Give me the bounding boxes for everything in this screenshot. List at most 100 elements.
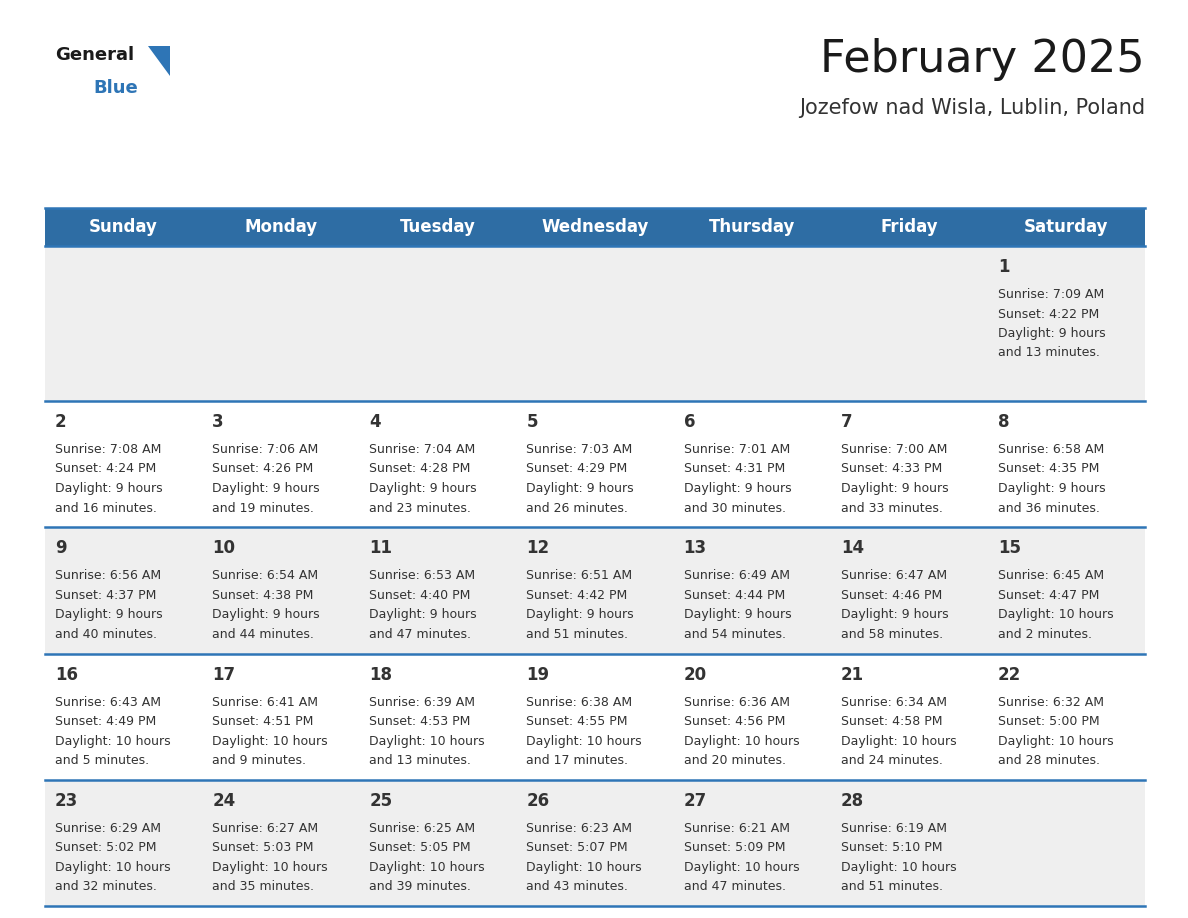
Bar	[45, 654, 202, 779]
Text: and 35 minutes.: and 35 minutes.	[213, 880, 314, 893]
Text: and 58 minutes.: and 58 minutes.	[841, 628, 943, 641]
Text: Friday: Friday	[880, 218, 939, 236]
Bar	[45, 779, 202, 906]
Text: 8: 8	[998, 413, 1010, 431]
Text: 12: 12	[526, 539, 550, 557]
Text: and 19 minutes.: and 19 minutes.	[213, 501, 314, 514]
Text: Sunrise: 6:29 AM: Sunrise: 6:29 AM	[55, 822, 162, 834]
Text: Tuesday: Tuesday	[400, 218, 476, 236]
Text: Sunrise: 7:03 AM: Sunrise: 7:03 AM	[526, 443, 633, 456]
Text: General: General	[55, 46, 134, 64]
Text: Sunrise: 6:56 AM: Sunrise: 6:56 AM	[55, 569, 162, 582]
Text: Sunset: 4:26 PM: Sunset: 4:26 PM	[213, 463, 314, 476]
Bar	[517, 527, 674, 654]
Bar	[517, 401, 674, 527]
Text: Sunset: 4:33 PM: Sunset: 4:33 PM	[841, 463, 942, 476]
Text: Daylight: 9 hours: Daylight: 9 hours	[55, 482, 163, 495]
Text: Sunset: 4:31 PM: Sunset: 4:31 PM	[683, 463, 785, 476]
Text: Sunrise: 7:00 AM: Sunrise: 7:00 AM	[841, 443, 947, 456]
Text: 21: 21	[841, 666, 864, 684]
Text: 20: 20	[683, 666, 707, 684]
Text: Sunrise: 7:01 AM: Sunrise: 7:01 AM	[683, 443, 790, 456]
Text: 22: 22	[998, 666, 1022, 684]
Text: Sunrise: 6:58 AM: Sunrise: 6:58 AM	[998, 443, 1104, 456]
Text: Daylight: 10 hours: Daylight: 10 hours	[998, 734, 1113, 747]
Bar	[359, 527, 517, 654]
Bar	[988, 779, 1145, 906]
Text: Sunrise: 6:51 AM: Sunrise: 6:51 AM	[526, 569, 632, 582]
Text: February 2025: February 2025	[821, 38, 1145, 81]
Text: Sunset: 4:38 PM: Sunset: 4:38 PM	[213, 588, 314, 602]
Text: 19: 19	[526, 666, 550, 684]
Bar	[517, 654, 674, 779]
Bar	[988, 654, 1145, 779]
Bar	[359, 401, 517, 527]
Text: 15: 15	[998, 539, 1020, 557]
Text: and 30 minutes.: and 30 minutes.	[683, 501, 785, 514]
Bar	[45, 401, 202, 527]
Text: 9: 9	[55, 539, 67, 557]
Text: Sunset: 4:22 PM: Sunset: 4:22 PM	[998, 308, 1099, 320]
Text: Daylight: 9 hours: Daylight: 9 hours	[526, 482, 634, 495]
Text: Sunset: 5:00 PM: Sunset: 5:00 PM	[998, 715, 1099, 728]
Text: and 44 minutes.: and 44 minutes.	[213, 628, 314, 641]
Text: and 13 minutes.: and 13 minutes.	[998, 346, 1100, 360]
Text: Daylight: 9 hours: Daylight: 9 hours	[369, 482, 476, 495]
Text: Sunset: 4:37 PM: Sunset: 4:37 PM	[55, 588, 157, 602]
Text: 18: 18	[369, 666, 392, 684]
Text: and 2 minutes.: and 2 minutes.	[998, 628, 1092, 641]
Text: Sunrise: 6:34 AM: Sunrise: 6:34 AM	[841, 696, 947, 709]
Text: Sunset: 4:53 PM: Sunset: 4:53 PM	[369, 715, 470, 728]
Text: and 13 minutes.: and 13 minutes.	[369, 754, 472, 767]
Text: 23: 23	[55, 791, 78, 810]
Text: 17: 17	[213, 666, 235, 684]
Bar	[517, 779, 674, 906]
Text: Daylight: 10 hours: Daylight: 10 hours	[55, 734, 171, 747]
Bar	[830, 527, 988, 654]
Text: Daylight: 9 hours: Daylight: 9 hours	[998, 482, 1106, 495]
Bar	[202, 401, 359, 527]
Bar	[988, 527, 1145, 654]
Text: Sunrise: 6:53 AM: Sunrise: 6:53 AM	[369, 569, 475, 582]
Text: Sunset: 4:35 PM: Sunset: 4:35 PM	[998, 463, 1099, 476]
Text: Sunrise: 7:09 AM: Sunrise: 7:09 AM	[998, 288, 1104, 301]
Text: and 54 minutes.: and 54 minutes.	[683, 628, 785, 641]
Text: 27: 27	[683, 791, 707, 810]
Bar	[830, 246, 988, 401]
Bar	[830, 654, 988, 779]
Text: Sunrise: 6:21 AM: Sunrise: 6:21 AM	[683, 822, 790, 834]
Text: and 24 minutes.: and 24 minutes.	[841, 754, 942, 767]
Text: 4: 4	[369, 413, 381, 431]
Text: and 47 minutes.: and 47 minutes.	[683, 880, 785, 893]
Text: Sunrise: 6:27 AM: Sunrise: 6:27 AM	[213, 822, 318, 834]
Text: and 20 minutes.: and 20 minutes.	[683, 754, 785, 767]
Text: Sunset: 4:56 PM: Sunset: 4:56 PM	[683, 715, 785, 728]
Bar	[988, 401, 1145, 527]
Text: Daylight: 9 hours: Daylight: 9 hours	[683, 482, 791, 495]
Text: Daylight: 10 hours: Daylight: 10 hours	[683, 861, 800, 874]
Text: Sunset: 4:55 PM: Sunset: 4:55 PM	[526, 715, 628, 728]
Bar	[674, 246, 830, 401]
Text: Jozefow nad Wisla, Lublin, Poland: Jozefow nad Wisla, Lublin, Poland	[798, 98, 1145, 118]
Text: and 23 minutes.: and 23 minutes.	[369, 501, 472, 514]
Text: 28: 28	[841, 791, 864, 810]
Text: Daylight: 10 hours: Daylight: 10 hours	[526, 861, 642, 874]
Text: Daylight: 9 hours: Daylight: 9 hours	[841, 609, 948, 621]
Bar	[359, 246, 517, 401]
Bar	[202, 246, 359, 401]
Text: 3: 3	[213, 413, 223, 431]
Bar	[359, 654, 517, 779]
Text: 10: 10	[213, 539, 235, 557]
Text: Daylight: 10 hours: Daylight: 10 hours	[526, 734, 642, 747]
Text: and 39 minutes.: and 39 minutes.	[369, 880, 472, 893]
Text: Wednesday: Wednesday	[542, 218, 649, 236]
Text: Sunrise: 6:38 AM: Sunrise: 6:38 AM	[526, 696, 632, 709]
Text: Sunset: 5:03 PM: Sunset: 5:03 PM	[213, 841, 314, 855]
Bar	[830, 401, 988, 527]
Text: Sunset: 4:46 PM: Sunset: 4:46 PM	[841, 588, 942, 602]
Text: and 16 minutes.: and 16 minutes.	[55, 501, 157, 514]
Text: 11: 11	[369, 539, 392, 557]
Text: Sunrise: 6:23 AM: Sunrise: 6:23 AM	[526, 822, 632, 834]
Text: Sunrise: 6:54 AM: Sunrise: 6:54 AM	[213, 569, 318, 582]
Text: Sunset: 5:07 PM: Sunset: 5:07 PM	[526, 841, 628, 855]
